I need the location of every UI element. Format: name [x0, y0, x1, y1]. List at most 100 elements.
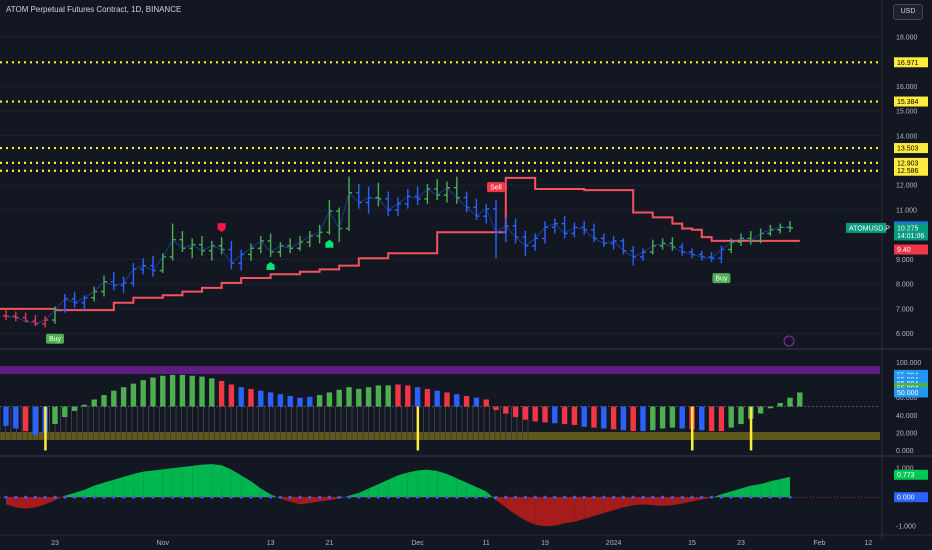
osc-bar: [277, 394, 284, 407]
ohlc-bar: [414, 186, 421, 206]
osc-bar: [620, 406, 627, 431]
osc-bar: [140, 380, 146, 407]
x-tick-label: Feb: [813, 540, 825, 547]
momentum-segment: [358, 488, 369, 498]
signal-label: Buy: [49, 336, 62, 343]
y-tick-label: 1.000: [896, 466, 914, 473]
zero-dot: [33, 495, 38, 499]
ohlc-bar: [287, 238, 294, 254]
symbol-label: ATOMUSD.P: [849, 225, 890, 232]
zero-dot: [641, 495, 645, 499]
momentum-segment: [162, 468, 173, 498]
signal-markers: Buy Sell Buy: [46, 182, 795, 347]
osc-bar: [267, 392, 274, 407]
zero-dot: [533, 495, 537, 499]
x-tick-label: 11: [483, 540, 490, 547]
ohlc-bar: [248, 243, 254, 261]
osc-bar: [81, 404, 88, 407]
osc-bar: [405, 385, 411, 407]
momentum-segment: [633, 497, 643, 506]
osc-bar: [199, 376, 205, 407]
zero-dot: [621, 495, 626, 499]
momentum-segment: [417, 469, 428, 498]
currency-button[interactable]: USD: [893, 4, 923, 20]
value-tag: 13.503: [894, 143, 928, 154]
osc-bar: [336, 389, 342, 407]
ohlc-bar: [316, 224, 323, 244]
momentum-segment: [515, 497, 526, 521]
momentum-segment: [505, 497, 516, 515]
momentum-segment: [682, 497, 692, 504]
osc-bar: [797, 392, 803, 407]
tag-label: 50.000: [897, 390, 919, 397]
ohlc-bar: [326, 200, 333, 235]
tag-box: [894, 96, 928, 107]
momentum-segment: [564, 497, 575, 524]
y-tick-label: 40.000: [896, 413, 918, 420]
value-tag: 14:01:06: [894, 230, 928, 241]
zero-dot: [239, 495, 243, 499]
trend-marker: [266, 261, 275, 270]
momentum-segment: [339, 495, 349, 499]
osc-bar: [630, 406, 636, 432]
ohlc-bar: [434, 179, 441, 201]
close-line: [5, 187, 791, 325]
momentum-segment: [780, 476, 790, 498]
osc-bar: [22, 406, 29, 432]
zero-dot: [406, 495, 410, 499]
zero-dot: [288, 495, 292, 499]
zero-dot: [474, 495, 478, 499]
ohlc-bar: [130, 263, 137, 287]
chart-title: ATOM Perpetual Futures Contract, 1D, BIN…: [6, 5, 182, 14]
osc-bar: [150, 377, 156, 407]
ohlc-bar: [708, 252, 715, 262]
ohlc-bar: [689, 248, 695, 259]
momentum-segment: [35, 497, 46, 508]
y-tick-label: 100.000: [896, 360, 921, 367]
momentum-segment: [584, 497, 594, 519]
osc-bar: [248, 388, 254, 407]
zero-dot: [514, 495, 518, 499]
osc-bar: [659, 406, 666, 429]
osc-bar: [610, 406, 617, 430]
trend-marker: [217, 223, 226, 233]
zero-dot: [700, 495, 704, 499]
momentum-segment: [741, 485, 751, 498]
tag-box: [894, 143, 928, 154]
x-tick-label: Dec: [411, 540, 424, 547]
momentum-segment: [6, 497, 16, 508]
ohlc-bar: [306, 230, 313, 248]
zero-dot: [347, 495, 351, 499]
zero-dot: [572, 495, 577, 499]
momentum-segment: [202, 464, 212, 498]
value-tag: 10.275: [894, 222, 928, 233]
y-tick-label: 60.000: [896, 395, 918, 402]
zero-dot: [249, 495, 253, 499]
momentum-segment: [104, 479, 114, 498]
value-tag: 16.971: [894, 57, 928, 68]
x-tick-label: Nov: [157, 540, 170, 547]
osc-signal-bar: [416, 406, 420, 451]
oscillator-bars: [3, 374, 803, 451]
price-candles: [3, 176, 793, 328]
momentum-segment: [192, 464, 202, 498]
x-tick-label: 15: [688, 540, 696, 547]
osc-bar: [728, 406, 734, 428]
momentum-segment: [407, 470, 418, 498]
osc-bar: [189, 375, 195, 407]
value-tag: 15.384: [894, 96, 928, 107]
momentum-segment: [368, 484, 379, 498]
osc-bar: [52, 406, 58, 425]
zero-dot: [680, 495, 684, 499]
osc-bar: [699, 406, 705, 431]
osc-bar: [601, 406, 607, 429]
zero-dot: [357, 495, 361, 499]
momentum-segment: [623, 497, 634, 508]
tag-box: [894, 57, 928, 68]
momentum-segment: [280, 497, 291, 502]
osc-bar: [757, 406, 764, 414]
y-tick-label: 8.000: [896, 282, 914, 289]
zero-dot: [661, 495, 665, 499]
tag-box: [894, 244, 928, 255]
